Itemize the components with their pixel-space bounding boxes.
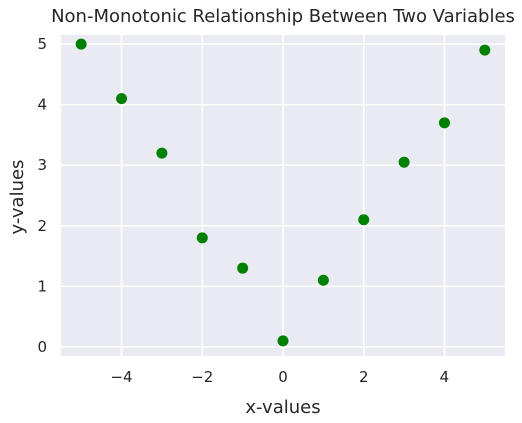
y-tick-label: 5 <box>37 35 47 53</box>
y-tick-label: 1 <box>37 277 47 295</box>
y-tick-label: 2 <box>37 217 47 235</box>
y-axis-ticks: 0 1 2 3 4 5 <box>37 35 47 356</box>
data-point <box>438 117 450 129</box>
data-points <box>75 38 491 347</box>
y-axis-title: y-values <box>7 160 28 235</box>
y-tick-label: 0 <box>37 338 47 356</box>
data-point <box>317 274 329 286</box>
x-axis-ticks: −4 −2 0 2 4 <box>110 368 449 386</box>
data-point <box>398 156 410 168</box>
data-point <box>237 262 249 274</box>
x-tick-label: 2 <box>359 368 369 386</box>
data-point <box>196 232 208 244</box>
x-axis-title: x-values <box>245 397 320 418</box>
x-tick-label: −4 <box>110 368 132 386</box>
x-tick-label: −2 <box>191 368 213 386</box>
data-point <box>479 44 491 56</box>
data-point <box>277 335 289 347</box>
data-point <box>156 147 168 159</box>
y-tick-label: 3 <box>37 156 47 174</box>
data-point <box>75 38 87 50</box>
x-tick-label: 0 <box>278 368 288 386</box>
data-point <box>116 93 128 105</box>
grid <box>61 35 505 356</box>
y-tick-label: 4 <box>37 96 47 114</box>
x-tick-label: 4 <box>440 368 450 386</box>
chart-title: Non-Monotonic Relationship Between Two V… <box>51 6 515 27</box>
data-point <box>358 214 370 226</box>
